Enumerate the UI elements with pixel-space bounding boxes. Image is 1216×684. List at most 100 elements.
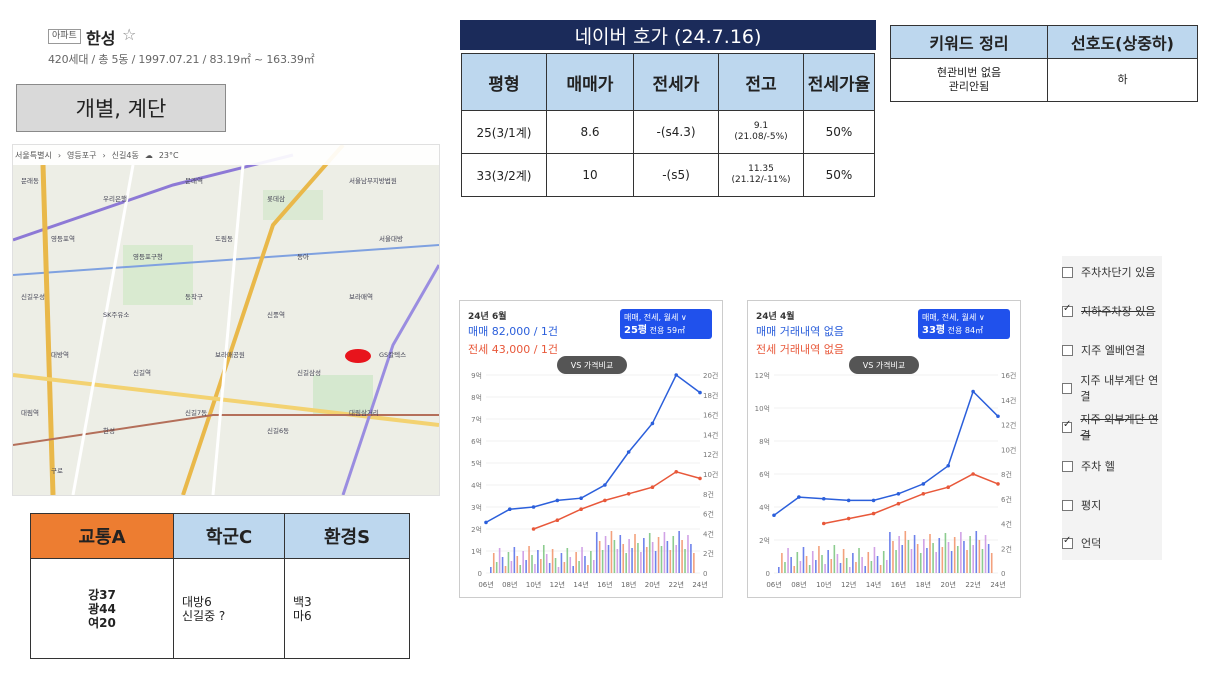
map-label[interactable]: 신길7동: [185, 409, 208, 417]
map-label[interactable]: 서울남부지방법원: [349, 177, 397, 185]
map-label[interactable]: 대림삼거리: [349, 409, 379, 417]
data-point[interactable]: [871, 511, 876, 516]
checkbox[interactable]: [1062, 419, 1073, 433]
map-label[interactable]: 동작구: [185, 293, 203, 301]
data-point[interactable]: [821, 521, 826, 526]
volume-bar: [811, 551, 814, 573]
volume-bar: [956, 546, 959, 573]
data-point[interactable]: [996, 414, 1000, 419]
data-point[interactable]: [971, 389, 975, 394]
data-point[interactable]: [772, 513, 776, 518]
map-label[interactable]: 보라매역: [349, 293, 373, 301]
data-point[interactable]: [650, 485, 655, 489]
data-point[interactable]: [555, 518, 560, 522]
checkbox[interactable]: [1062, 344, 1073, 356]
price-chart-card-25: 24년 6월 매매 82,000 / 1건 전세 43,000 / 1건 매매,…: [459, 300, 723, 598]
map-breadcrumb-item[interactable]: 영등포구: [67, 150, 97, 160]
star-icon[interactable]: ☆: [122, 25, 137, 44]
map-label[interactable]: SK주유소: [103, 311, 130, 319]
map-label[interactable]: 대방역: [51, 351, 69, 359]
checklist-item[interactable]: 지하주차장 있음: [1062, 300, 1155, 322]
map-label[interactable]: 롯데삼: [267, 195, 285, 203]
data-point[interactable]: [698, 390, 702, 395]
data-point[interactable]: [946, 485, 951, 489]
data-point[interactable]: [797, 495, 801, 499]
map-label[interactable]: 신길우성: [21, 293, 45, 301]
volume-bar: [651, 542, 654, 573]
map-label[interactable]: 우리은행: [103, 195, 127, 203]
map-label[interactable]: 한성: [103, 427, 115, 435]
data-point[interactable]: [971, 472, 975, 476]
map-label[interactable]: 도림동: [215, 235, 233, 243]
map-label[interactable]: 신길6동: [267, 427, 290, 435]
map-label[interactable]: 대림역: [21, 409, 39, 417]
volume-bar: [923, 539, 925, 573]
map-view[interactable]: 서울특별시 › 영등포구 › 신길4동 ☁ 23°C 문래동 우리은행 문래역 롯데삼…: [12, 144, 440, 496]
data-point[interactable]: [921, 482, 926, 486]
map-label[interactable]: 서울대방: [379, 235, 403, 243]
checkbox[interactable]: [1062, 460, 1073, 472]
volume-bar: [510, 561, 513, 573]
checklist-item[interactable]: 주차 헬: [1062, 455, 1115, 477]
checklist-item[interactable]: 지주 내부계단 연결: [1062, 374, 1162, 403]
score-item: 여20: [88, 615, 116, 630]
volume-bar: [827, 550, 829, 573]
checklist-item[interactable]: 지주 엘베연결: [1062, 339, 1145, 361]
map-label[interactable]: 신길삼성: [297, 369, 321, 377]
map-label[interactable]: 문래동: [21, 177, 39, 185]
vs-compare-button[interactable]: VS 가격비교: [557, 356, 627, 374]
checkbox[interactable]: [1062, 303, 1073, 317]
map-label[interactable]: 신풍역: [267, 311, 285, 319]
map-label[interactable]: 영등포역: [51, 235, 75, 243]
map-label[interactable]: 영등포구청: [133, 253, 163, 261]
data-point[interactable]: [846, 516, 851, 521]
y2-tick-label: 0: [703, 570, 707, 578]
checklist-item[interactable]: 주차차단기 있음: [1062, 261, 1155, 283]
data-point[interactable]: [507, 507, 512, 511]
chart-type-select[interactable]: 매매, 전세, 월세 ∨ 25평 전용 59㎡: [620, 309, 712, 339]
map-label[interactable]: 구로: [51, 467, 63, 475]
data-point[interactable]: [946, 463, 951, 468]
map-label[interactable]: 동아: [297, 253, 309, 261]
vs-compare-button[interactable]: VS 가격비교: [849, 356, 919, 374]
checkbox[interactable]: [1062, 535, 1073, 549]
data-point[interactable]: [871, 498, 876, 503]
data-point[interactable]: [821, 496, 826, 501]
data-point[interactable]: [650, 421, 655, 426]
data-point[interactable]: [603, 483, 607, 487]
checklist-item[interactable]: 평지: [1062, 494, 1101, 516]
data-point[interactable]: [484, 520, 488, 525]
map-label[interactable]: GS칼텍스: [379, 351, 407, 359]
checkbox[interactable]: [1062, 382, 1073, 394]
map-label[interactable]: 신길역: [133, 369, 151, 377]
data-point[interactable]: [896, 492, 901, 496]
map-label[interactable]: 문래역: [185, 177, 203, 185]
data-point[interactable]: [555, 498, 560, 503]
data-point[interactable]: [921, 492, 926, 496]
checklist-item[interactable]: 지주 외부계단 연결: [1062, 413, 1162, 442]
chart-type-select[interactable]: 매매, 전세, 월세 ∨ 33평 전용 84㎡: [918, 309, 1010, 339]
data-point[interactable]: [846, 498, 851, 503]
map-breadcrumb-item[interactable]: 서울특별시: [15, 150, 52, 160]
checklist-item[interactable]: 언덕: [1062, 532, 1101, 554]
hoga-high: 11.35: [748, 164, 774, 174]
data-point[interactable]: [996, 482, 1000, 486]
weather-icon: ☁: [144, 150, 153, 160]
data-point[interactable]: [674, 373, 679, 377]
data-point[interactable]: [674, 470, 679, 474]
data-point[interactable]: [626, 492, 631, 496]
checkbox[interactable]: [1062, 266, 1073, 278]
data-point[interactable]: [896, 501, 901, 506]
map-label[interactable]: 보라매공원: [215, 351, 245, 359]
data-point[interactable]: [626, 450, 631, 454]
data-point[interactable]: [698, 476, 702, 481]
data-point[interactable]: [579, 496, 583, 500]
map-breadcrumb-item[interactable]: 신길4동: [111, 150, 139, 160]
volume-bar: [975, 531, 978, 573]
volume-bar: [889, 532, 891, 573]
data-point[interactable]: [579, 507, 583, 511]
data-point[interactable]: [531, 527, 536, 531]
checkbox[interactable]: [1062, 499, 1073, 511]
data-point[interactable]: [603, 498, 607, 503]
data-point[interactable]: [531, 505, 536, 509]
